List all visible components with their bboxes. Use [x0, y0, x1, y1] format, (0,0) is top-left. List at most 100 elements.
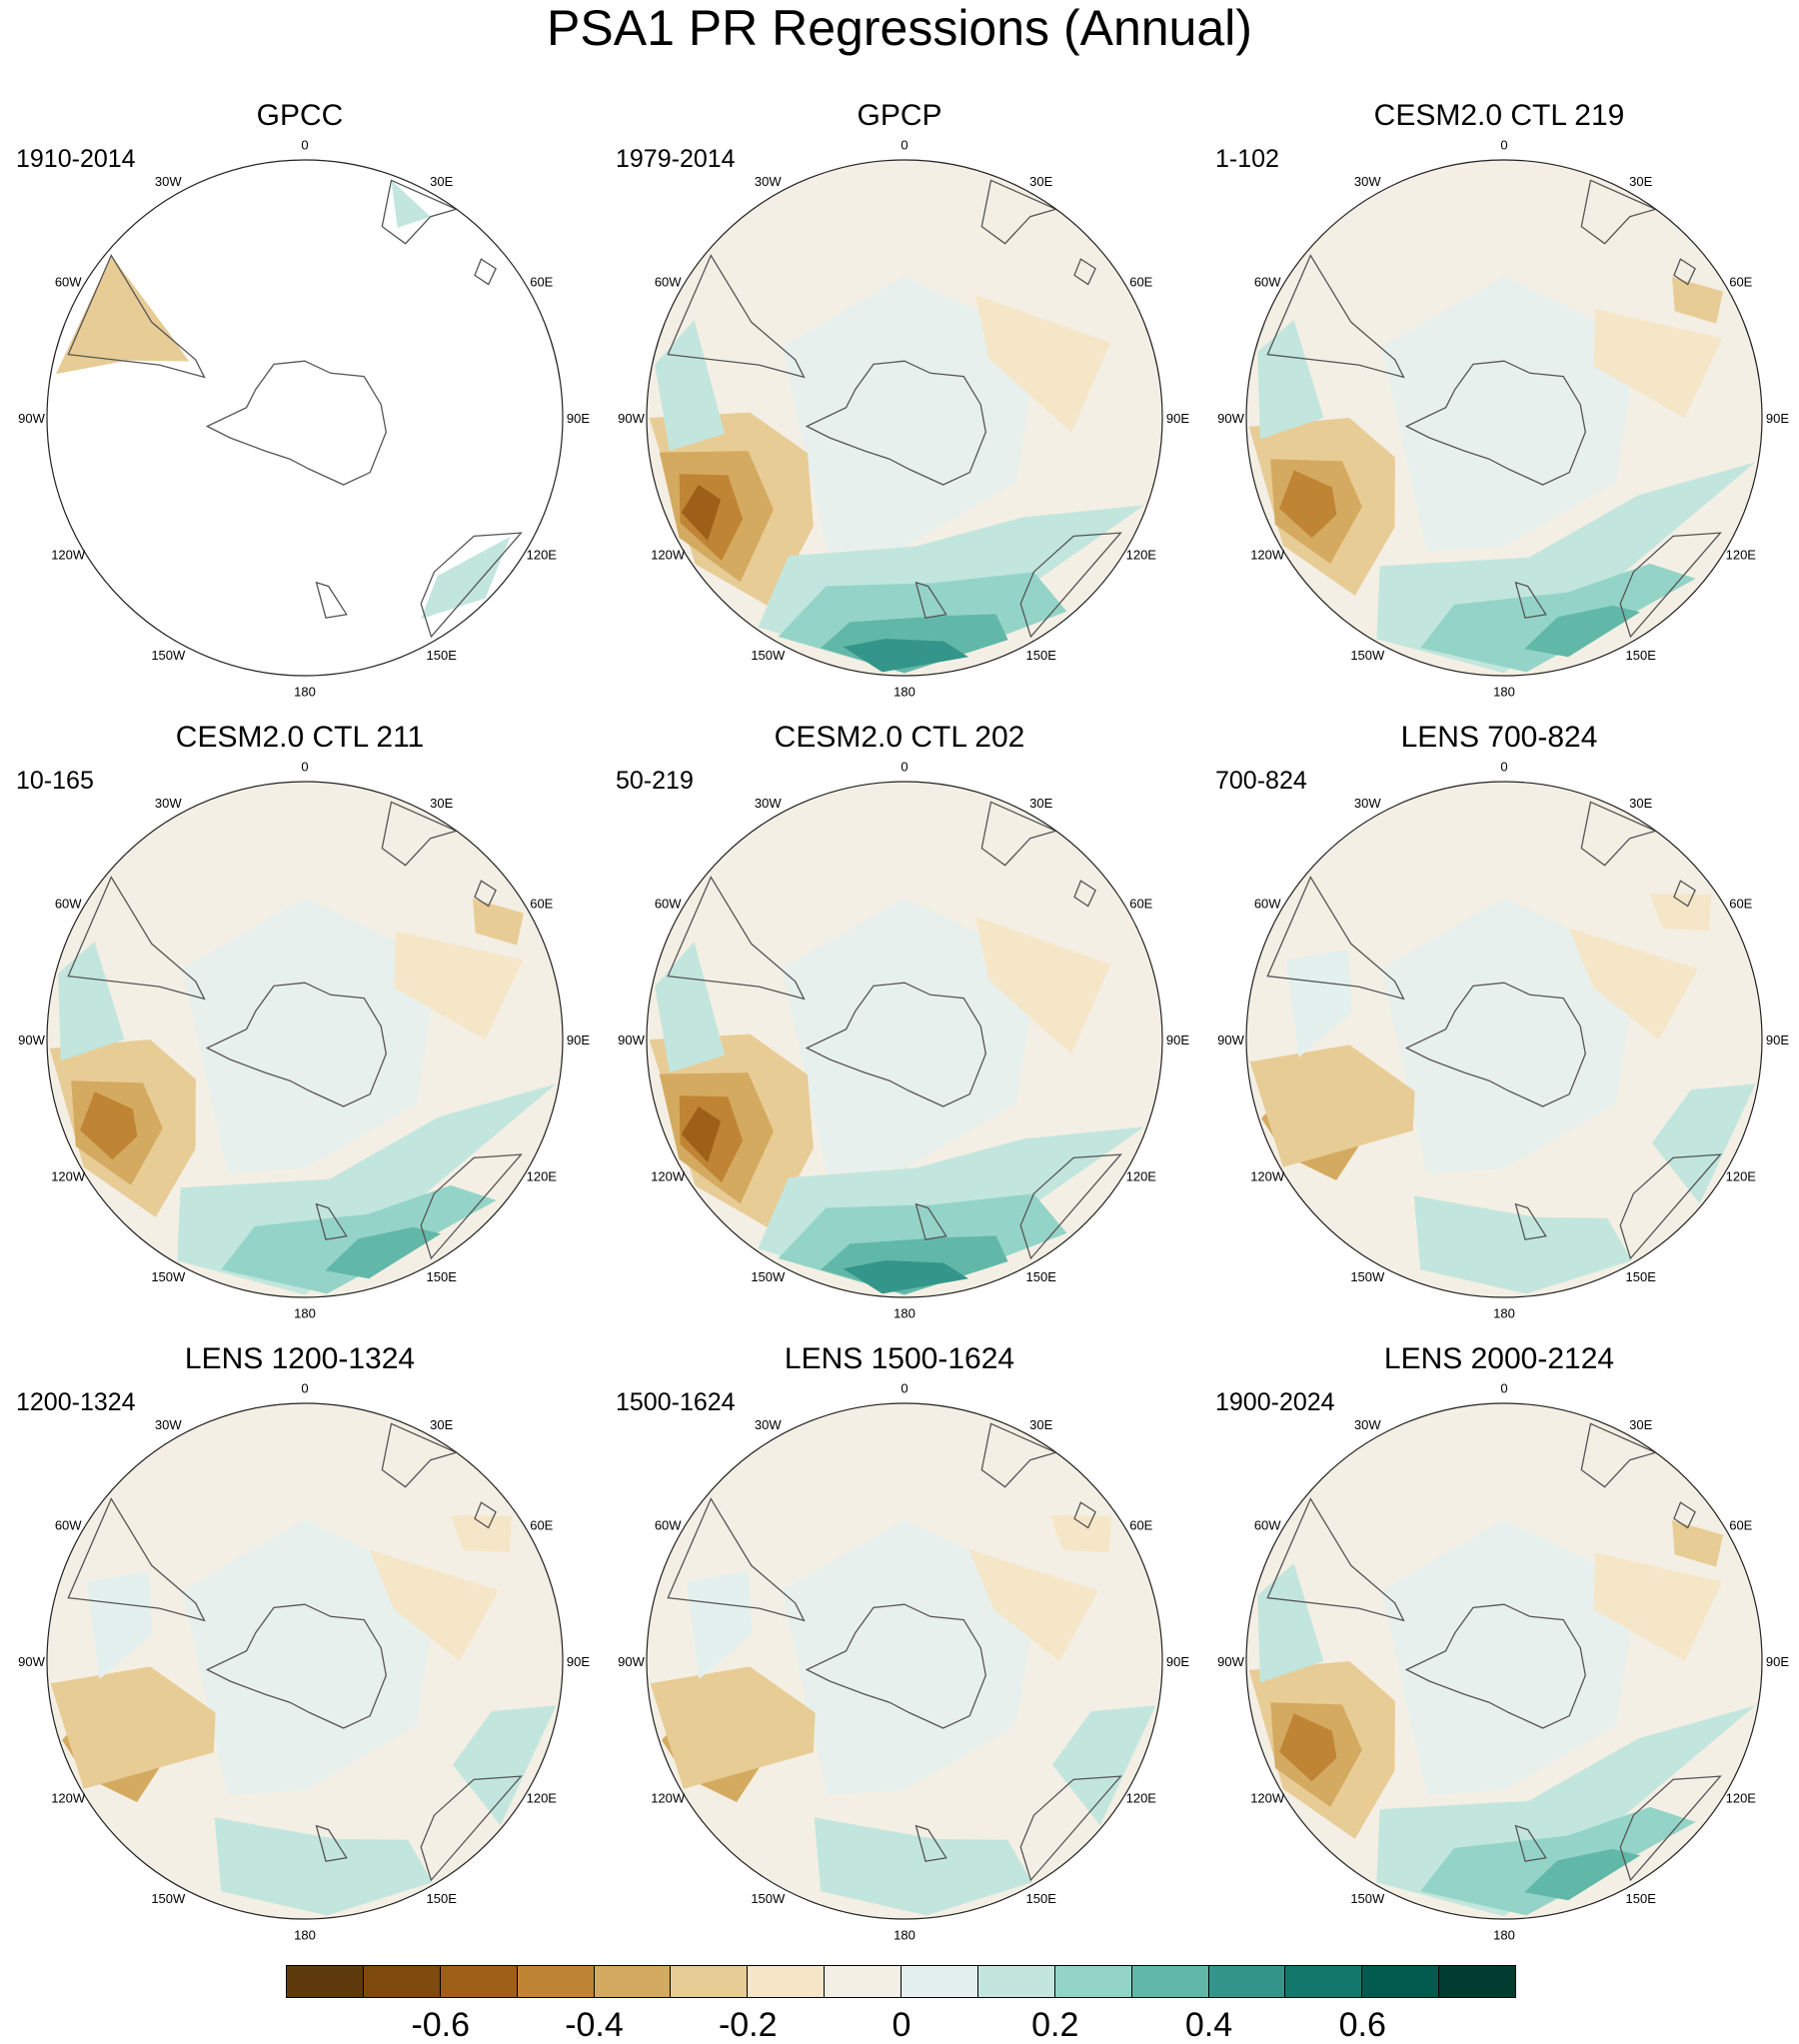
colorbar-swatch — [362, 1965, 441, 1998]
longitude-label: 30E — [1029, 174, 1052, 189]
precip-contour — [86, 1570, 153, 1679]
longitude-label: 180 — [1493, 685, 1515, 700]
longitude-label: 30E — [1629, 174, 1652, 189]
longitude-label: 120E — [1726, 1169, 1757, 1184]
period-label: 1200-1324 — [16, 1388, 136, 1416]
coastline — [420, 532, 523, 639]
longitude-label: 0 — [1500, 138, 1507, 153]
map-panel: 0 30E 60E 90E 120E 150E 180 150W 120W 90W 60W 30W LE… — [0, 1341, 600, 1961]
longitude-label: 30E — [1629, 796, 1652, 811]
period-label: 1500-1624 — [616, 1388, 736, 1416]
precip-contour — [655, 319, 726, 451]
longitude-label: 60E — [530, 1517, 553, 1532]
longitude-label: 60E — [1729, 1517, 1752, 1532]
colorbar-tick-label: 0.4 — [1184, 2006, 1233, 2044]
precip-contour — [421, 536, 511, 620]
coastline — [1266, 254, 1405, 379]
precip-contour — [1381, 898, 1639, 1174]
longitude-label: 120W — [51, 548, 86, 563]
precip-contour — [1568, 928, 1698, 1039]
colorbar-tick-label: 0 — [892, 2006, 911, 2044]
longitude-label: 30E — [1629, 1417, 1652, 1432]
longitude-label: 180 — [1493, 1928, 1515, 1943]
coastline — [667, 876, 806, 1001]
precip-contour — [1381, 276, 1639, 553]
map-panel: 0 30E 60E 90E 120E 150E 180 150W 120W 90W 60W 30W GP… — [600, 98, 1199, 718]
longitude-label: 150W — [151, 648, 186, 663]
map-border — [1245, 1402, 1763, 1920]
longitude-label: 30E — [1029, 796, 1052, 811]
coastline — [1514, 581, 1547, 619]
colorbar-swatch — [286, 1965, 364, 1998]
longitude-label: 0 — [301, 138, 308, 153]
colorbar-tick-label: -0.2 — [718, 2006, 778, 2044]
polar-map: 0 30E 60E 90E 120E 150E 180 150W 120W 90W 60W 30W — [618, 760, 1189, 1321]
panel-title: LENS 700-824 — [1400, 721, 1598, 754]
longitude-label: 120E — [1726, 548, 1757, 563]
colorbar-swatch — [439, 1965, 518, 1998]
longitude-label: 150W — [751, 648, 786, 663]
map-panel: 0 30E 60E 90E 120E 150E 180 150W 120W 90W 60W 30W LE… — [600, 1341, 1199, 1961]
colorbar-tick-label: 0.2 — [1031, 2006, 1079, 2044]
longitude-label: 150W — [151, 1891, 186, 1906]
precip-contour — [681, 485, 722, 541]
longitude-label: 90W — [1217, 1654, 1244, 1669]
longitude-label: 90E — [1166, 1032, 1189, 1047]
coastline — [1073, 880, 1096, 908]
coastline — [315, 1202, 348, 1240]
longitude-label: 60W — [655, 274, 682, 289]
longitude-label: 0 — [301, 1381, 308, 1396]
longitude-label: 0 — [1500, 1381, 1507, 1396]
coastline — [474, 1501, 497, 1529]
coastline — [914, 1202, 947, 1240]
precip-contour — [1413, 1195, 1632, 1294]
coastline — [1619, 1775, 1722, 1882]
longitude-label: 90W — [618, 1654, 645, 1669]
precip-contour — [369, 1549, 499, 1661]
panel-title: LENS 2000-2124 — [1383, 1342, 1615, 1375]
longitude-label: 60E — [1729, 274, 1752, 289]
longitude-label: 150E — [1026, 648, 1057, 663]
colorbar-swatch — [593, 1965, 672, 1998]
longitude-label: 120E — [527, 548, 558, 563]
longitude-label: 90E — [1766, 411, 1789, 426]
coastline — [1404, 1603, 1586, 1729]
coastline — [1673, 258, 1696, 286]
longitude-label: 30W — [755, 796, 782, 811]
longitude-label: 30W — [1354, 796, 1381, 811]
coastline — [315, 1824, 348, 1862]
coastline — [381, 179, 459, 245]
precip-contour — [782, 276, 1039, 553]
colorbar-tick-label: -0.6 — [411, 2006, 471, 2044]
colorbar-swatch — [1207, 1965, 1286, 1998]
longitude-label: 30W — [1354, 1417, 1381, 1432]
precip-contour — [1649, 894, 1712, 931]
colorbar-swatch — [824, 1965, 901, 1998]
coastline — [805, 1603, 986, 1729]
panel-title: CESM2.0 CTL 211 — [175, 721, 425, 754]
map-border — [1245, 781, 1763, 1298]
longitude-label: 60W — [55, 896, 82, 911]
polar-map: 0 30E 60E 90E 120E 150E 180 150W 120W 90W 60W 30W — [618, 138, 1189, 700]
precip-contour — [325, 1226, 442, 1279]
longitude-label: 120W — [51, 1169, 86, 1184]
coastline — [1073, 1501, 1096, 1529]
coastline — [474, 258, 497, 286]
map-border — [1245, 159, 1763, 677]
coastline — [1019, 1153, 1122, 1260]
polar-map: 0 30E 60E 90E 120E 150E 180 150W 120W 90W 60W 30W — [18, 1381, 590, 1943]
longitude-label: 120E — [527, 1169, 558, 1184]
precip-contour — [1279, 1713, 1337, 1782]
longitude-label: 150E — [427, 1891, 458, 1906]
precip-contour — [1285, 949, 1352, 1057]
precip-contour — [681, 1106, 722, 1162]
polar-map: 0 30E 60E 90E 120E 150E 180 150W 120W 90W 60W 30W — [1217, 760, 1789, 1321]
period-label: 1-102 — [1215, 145, 1279, 173]
longitude-label: 150E — [1026, 1269, 1057, 1284]
longitude-label: 120W — [1250, 548, 1285, 563]
period-label: 50-219 — [616, 767, 694, 795]
longitude-label: 60E — [530, 274, 553, 289]
period-label: 1910-2014 — [16, 145, 136, 173]
longitude-label: 90E — [1766, 1654, 1789, 1669]
polar-map: 0 30E 60E 90E 120E 150E 180 150W 120W 90W 60W 30W — [18, 138, 590, 700]
